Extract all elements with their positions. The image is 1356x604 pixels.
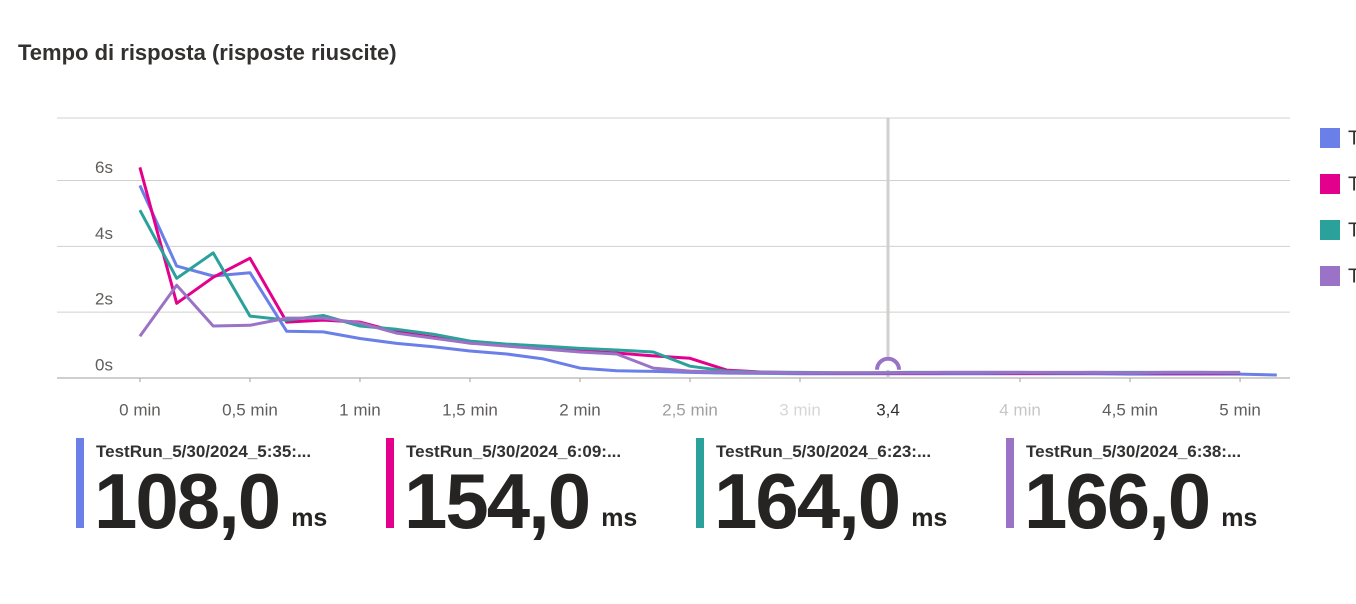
- card-unit: ms: [911, 504, 947, 532]
- x-tick-label: 5 min: [1219, 400, 1261, 419]
- legend-swatch: [1320, 266, 1340, 286]
- y-tick-label: 2s: [95, 290, 113, 309]
- card-name: TestRun_5/30/2024_5:35:...: [96, 442, 311, 461]
- y-tick-label: 4s: [95, 224, 113, 243]
- card-value: 166,0: [1024, 457, 1209, 545]
- card-name: TestRun_5/30/2024_6:09:...: [406, 442, 621, 461]
- card-unit: ms: [601, 504, 637, 532]
- series-line: [138, 167, 1241, 375]
- legend-label: TestRun_5/30/2024_5:35:...: [1348, 127, 1356, 149]
- series-line: [138, 209, 1241, 375]
- series-line: [138, 184, 1277, 377]
- card-color-bar: [696, 438, 704, 528]
- card-value: 164,0: [714, 457, 899, 545]
- x-tick-label: 0 min: [119, 400, 161, 419]
- x-tick-label: 2 min: [559, 400, 601, 419]
- card-unit: ms: [291, 504, 327, 532]
- card-value: 108,0: [94, 457, 279, 545]
- legend-swatch: [1320, 220, 1340, 240]
- y-tick-label: 6s: [95, 158, 113, 177]
- legend-label: TestRun_5/30/2024_6:09:...: [1348, 173, 1356, 195]
- card-name: TestRun_5/30/2024_6:38:...: [1026, 442, 1241, 461]
- card-color-bar: [386, 438, 394, 528]
- legend-swatch: [1320, 128, 1340, 148]
- card-value: 154,0: [404, 457, 589, 545]
- x-tick-label: 1,5 min: [442, 400, 498, 419]
- x-tick-label: 2,5 min: [662, 400, 718, 419]
- x-tick-label: 4,5 min: [1102, 400, 1158, 419]
- x-tick-label: 3 min: [779, 400, 821, 419]
- card-name: TestRun_5/30/2024_6:23:...: [716, 442, 931, 461]
- legend-label: TestRun_5/30/2024_6:23:...: [1348, 219, 1356, 241]
- legend-swatch: [1320, 174, 1340, 194]
- card-color-bar: [1006, 438, 1014, 528]
- y-tick-label: 0s: [95, 355, 113, 374]
- card-unit: ms: [1221, 504, 1257, 532]
- x-tick-label: 0,5 min: [222, 400, 278, 419]
- series-line: [138, 283, 1241, 375]
- x-tick-label: 1 min: [339, 400, 381, 419]
- card-color-bar: [76, 438, 84, 528]
- legend-label: TestRun_5/30/2024_6:38:...: [1348, 265, 1356, 287]
- x-tick-label: 4 min: [999, 400, 1041, 419]
- chart-title: Tempo di risposta (risposte riuscite): [18, 40, 397, 65]
- cursor-label: 3,4: [876, 400, 900, 419]
